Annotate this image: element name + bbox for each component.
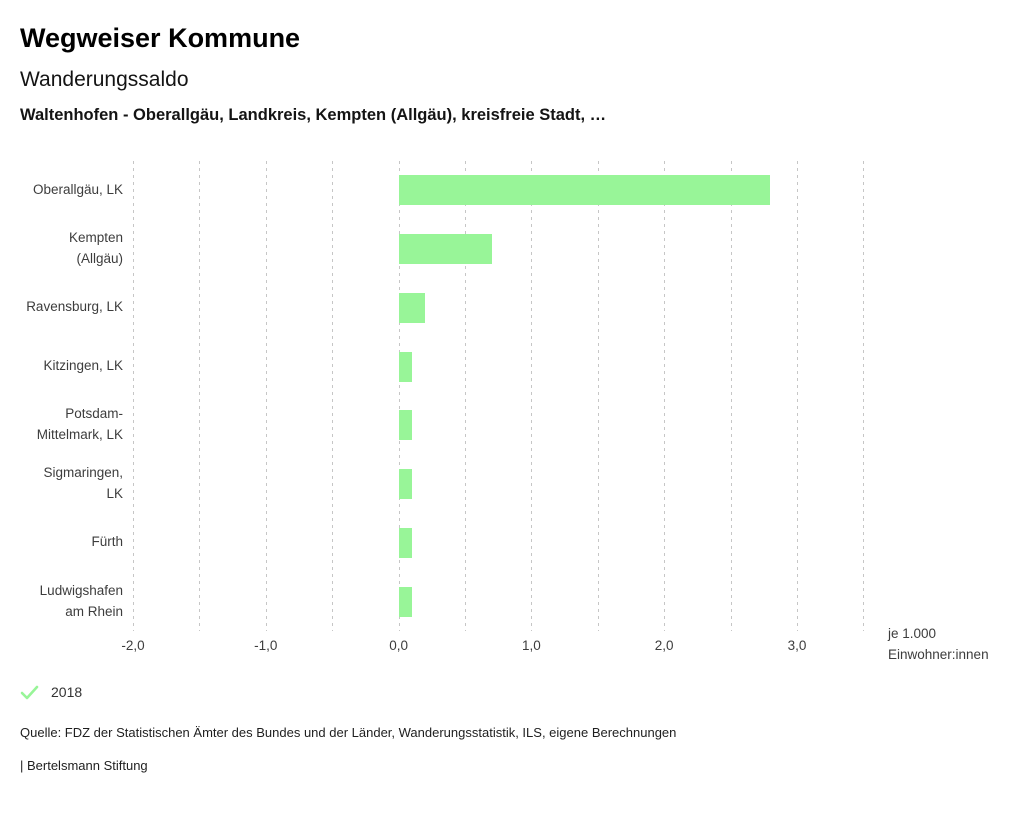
category-label: Sigmaringen, LK <box>43 465 123 502</box>
chart-row: Fürth <box>20 514 864 573</box>
category-label: Potsdam- Mittelmark, LK <box>36 406 123 443</box>
category-label: Oberallgäu, LK <box>32 181 123 197</box>
x-tick-label: 3,0 <box>787 638 807 653</box>
x-tick-label: 1,0 <box>522 638 541 653</box>
category-label: Fürth <box>91 534 123 550</box>
gridline <box>133 161 134 631</box>
row-plot <box>133 455 864 514</box>
x-tick-label: 0,0 <box>389 638 408 653</box>
x-tick-label: -2,0 <box>121 638 145 653</box>
row-plot <box>133 337 864 396</box>
category-label: Kitzingen, LK <box>43 358 123 374</box>
row-plot <box>133 279 864 338</box>
bar-7[interactable] <box>398 527 412 558</box>
gridline <box>332 161 334 631</box>
bar-3[interactable] <box>398 292 426 323</box>
check-icon <box>20 685 39 700</box>
chart-row: Potsdam- Mittelmark, LK <box>20 396 864 455</box>
gridline-layer <box>133 161 865 631</box>
bar-8[interactable] <box>398 586 412 617</box>
x-axis: -2,0 -1,0 0,0 1,0 2,0 3,0 <box>121 638 864 658</box>
x-tick-label: 2,0 <box>654 638 674 653</box>
gridline <box>730 161 732 631</box>
chart-title: Wanderungssaldo <box>20 68 189 91</box>
row-plot <box>133 396 864 455</box>
source-note: Quelle: FDZ der Statistischen Ämter des … <box>20 725 677 740</box>
gridline <box>398 161 400 631</box>
app-title: Wegweiser Kommune <box>20 23 301 53</box>
bar-4[interactable] <box>398 351 412 382</box>
category-label: Ludwigshafen am Rhein <box>39 582 123 619</box>
axis-unit-label: je 1.000 Einwohner:innen <box>888 626 989 662</box>
chart-subtitle: Waltenhofen - Oberallgäu, Landkreis, Kem… <box>20 106 607 124</box>
gridline <box>465 161 466 631</box>
category-label: Ravensburg, LK <box>26 299 123 315</box>
page: Wegweiser Kommune Wanderungssaldo Walten… <box>0 23 1024 773</box>
chart-row: Kitzingen, LK <box>20 337 864 396</box>
gridline <box>863 161 865 631</box>
gridline <box>797 161 798 631</box>
bar-1[interactable] <box>398 175 771 206</box>
chart-row: Sigmaringen, LK <box>20 455 864 514</box>
legend-item-2018[interactable]: 2018 <box>20 683 1004 701</box>
chart-row: Ravensburg, LK <box>20 279 864 338</box>
category-label: Kempten (Allgäu) <box>68 230 123 267</box>
gridline <box>664 161 666 631</box>
row-plot <box>133 161 864 220</box>
row-plot <box>133 514 864 573</box>
chart-row: Oberallgäu, LK <box>20 161 864 220</box>
row-plot <box>133 572 864 631</box>
gridline <box>531 161 533 631</box>
chart-rows: Oberallgäu, LK Kempten (Allgäu) Ravensburg… <box>20 161 864 631</box>
gridline <box>199 161 201 631</box>
x-tick-label: -1,0 <box>254 638 278 653</box>
chart-row: Ludwigshafen am Rhein <box>20 572 864 631</box>
gridline <box>597 161 599 631</box>
branding-note: | Bertelsmann Stiftung <box>20 758 148 773</box>
row-plot <box>133 220 864 279</box>
chart-row: Kempten (Allgäu) <box>20 220 864 279</box>
gridline <box>265 161 267 631</box>
legend-label: 2018 <box>51 684 83 700</box>
bar-chart: Oberallgäu, LK Kempten (Allgäu) Ravensburg… <box>20 161 1004 662</box>
bar-2[interactable] <box>398 234 492 265</box>
bar-6[interactable] <box>398 469 412 500</box>
bar-5[interactable] <box>398 410 412 441</box>
